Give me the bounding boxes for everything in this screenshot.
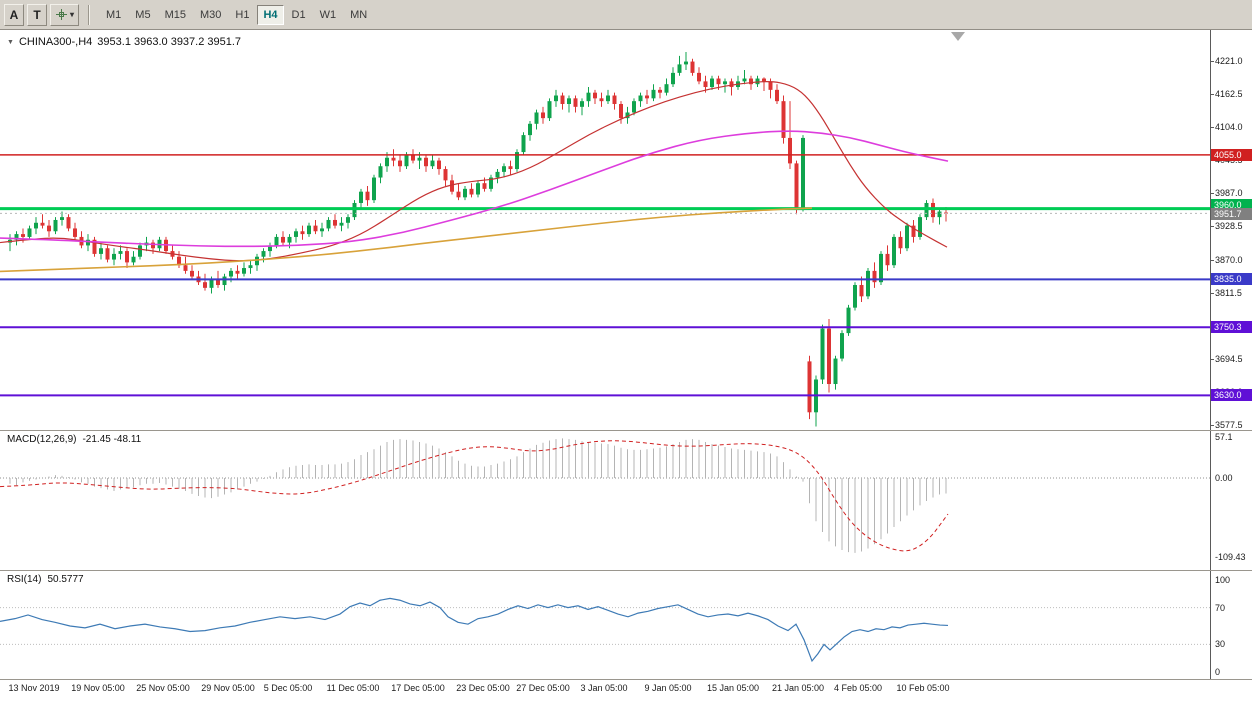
timeframe-button-M30[interactable]: M30 [194, 5, 227, 25]
time-axis-label: 11 Dec 05:00 [326, 683, 380, 693]
collapse-triangle-icon[interactable]: ▼ [7, 38, 14, 46]
time-axis-label: 17 Dec 05:00 [391, 683, 445, 693]
time-axis-label: 21 Jan 05:00 [771, 683, 825, 693]
ohlc-values: 3953.1 3963.0 3937.2 3951.7 [97, 36, 242, 48]
timeframe-button-MN[interactable]: MN [344, 5, 373, 25]
arrow-text-tool-button[interactable]: A [4, 3, 24, 26]
price-scale-label: 4104.0 [1210, 122, 1243, 133]
symbol-period-label: CHINA300-,H4 [18, 36, 93, 48]
timeframe-button-H4[interactable]: H4 [257, 4, 284, 25]
time-axis-label: 9 Jan 05:00 [644, 683, 692, 693]
time-axis-label: 29 Nov 05:00 [201, 683, 255, 693]
text-tool-button[interactable]: T [27, 3, 47, 26]
price-tag-4055.0: 4055.0 [1211, 148, 1252, 161]
price-scale-label: 3987.0 [1210, 188, 1243, 199]
ma-mid-magenta-line [0, 130, 949, 248]
timeframe-button-H1[interactable]: H1 [229, 5, 255, 25]
time-axis-label: 27 Dec 05:00 [516, 683, 570, 693]
crosshair-tool-dropdown-button[interactable]: ▾ [50, 3, 80, 26]
toolbar-separator [88, 4, 91, 25]
price-axis[interactable]: 4221.04162.54104.04045.53987.03928.53870… [1210, 30, 1252, 679]
timeframe-button-M1[interactable]: M1 [100, 5, 127, 25]
time-axis-label: 13 Nov 2019 [8, 683, 60, 693]
price-scale-label: 4221.0 [1210, 56, 1243, 66]
macd-values: -21.45 -48.11 [82, 434, 142, 445]
toolbar: A T ▾ M1 M5 M15 M30 H1 H4 D1 W1 MN [0, 0, 1252, 30]
price-tag-3835.0: 3835.0 [1211, 273, 1252, 286]
price-scale-label: 4162.5 [1210, 89, 1243, 100]
time-axis-label: 10 Feb 05:00 [896, 683, 950, 693]
macd-axis-label: 0.00 [1215, 473, 1233, 483]
price-tag-3750.3: 3750.3 [1211, 321, 1252, 334]
price-tag-3951.7: 3951.7 [1211, 208, 1252, 221]
timeframe-button-W1[interactable]: W1 [314, 5, 343, 25]
price-scale-label: 3870.0 [1210, 254, 1243, 265]
time-axis-label: 23 Dec 05:00 [456, 683, 510, 693]
panel-separator [0, 679, 1252, 680]
rsi-axis-label: 30 [1215, 639, 1226, 650]
timeframe-group: M1 M5 M15 M30 H1 H4 D1 W1 MN [99, 4, 374, 25]
macd-axis-label: -109.43 [1215, 551, 1246, 562]
time-axis-label: 5 Dec 05:00 [263, 683, 313, 693]
macd-name: MACD(12,26,9) [7, 434, 77, 445]
rsi-value: 50.5777 [47, 574, 84, 585]
rsi-indicator-panel[interactable] [0, 571, 1210, 679]
rsi-axis-label: 0 [1215, 667, 1221, 677]
timeframe-button-D1[interactable]: D1 [286, 5, 312, 25]
chevron-down-icon: ▾ [70, 10, 75, 19]
macd-label: MACD(12,26,9) -21.45 -48.11 [7, 434, 141, 445]
time-axis-label: 15 Jan 05:00 [706, 683, 760, 693]
time-axis-label: 3 Jan 05:00 [580, 683, 628, 693]
chart-shift-marker-icon[interactable] [951, 32, 965, 41]
candlestick-series [8, 51, 948, 427]
ma-slow-orange-line [0, 207, 813, 273]
time-axis-label: 19 Nov 05:00 [71, 683, 125, 693]
time-axis-label: 4 Feb 05:00 [833, 683, 883, 693]
ma-fast-red-line [0, 81, 948, 262]
rsi-label: RSI(14) 50.5777 [7, 574, 84, 585]
price-scale-label: 3928.5 [1210, 221, 1243, 232]
time-axis[interactable]: 13 Nov 2019 19 Nov 05:00 25 Nov 05:00 29 No… [0, 680, 1252, 701]
price-chart-panel[interactable] [0, 30, 1210, 430]
macd-signal-line [0, 440, 949, 552]
panel-separator[interactable] [0, 570, 1252, 571]
macd-indicator-panel[interactable] [0, 431, 1210, 570]
timeframe-button-M15[interactable]: M15 [159, 5, 192, 25]
time-axis-label: 25 Nov 05:00 [136, 683, 190, 693]
price-scale-label: 3577.5 [1210, 420, 1243, 431]
rsi-line [0, 597, 949, 663]
macd-histogram [9, 438, 947, 553]
macd-axis-label: 57.1 [1215, 431, 1233, 442]
rsi-axis-label: 70 [1215, 602, 1226, 613]
price-tag-3960.0: 3960.0 [1211, 198, 1252, 211]
timeframe-button-M5[interactable]: M5 [129, 5, 156, 25]
chart-title: ▼ CHINA300-,H4 3953.1 3963.0 3937.2 3951… [7, 36, 241, 48]
price-tag-3630.0: 3630.0 [1211, 389, 1252, 402]
rsi-name: RSI(14) [7, 574, 42, 585]
rsi-axis-label: 100 [1215, 575, 1231, 585]
crosshair-icon [55, 8, 68, 21]
price-scale-label: 3811.5 [1210, 287, 1242, 298]
panel-separator[interactable] [0, 430, 1252, 431]
price-scale-label: 3694.5 [1210, 353, 1243, 364]
